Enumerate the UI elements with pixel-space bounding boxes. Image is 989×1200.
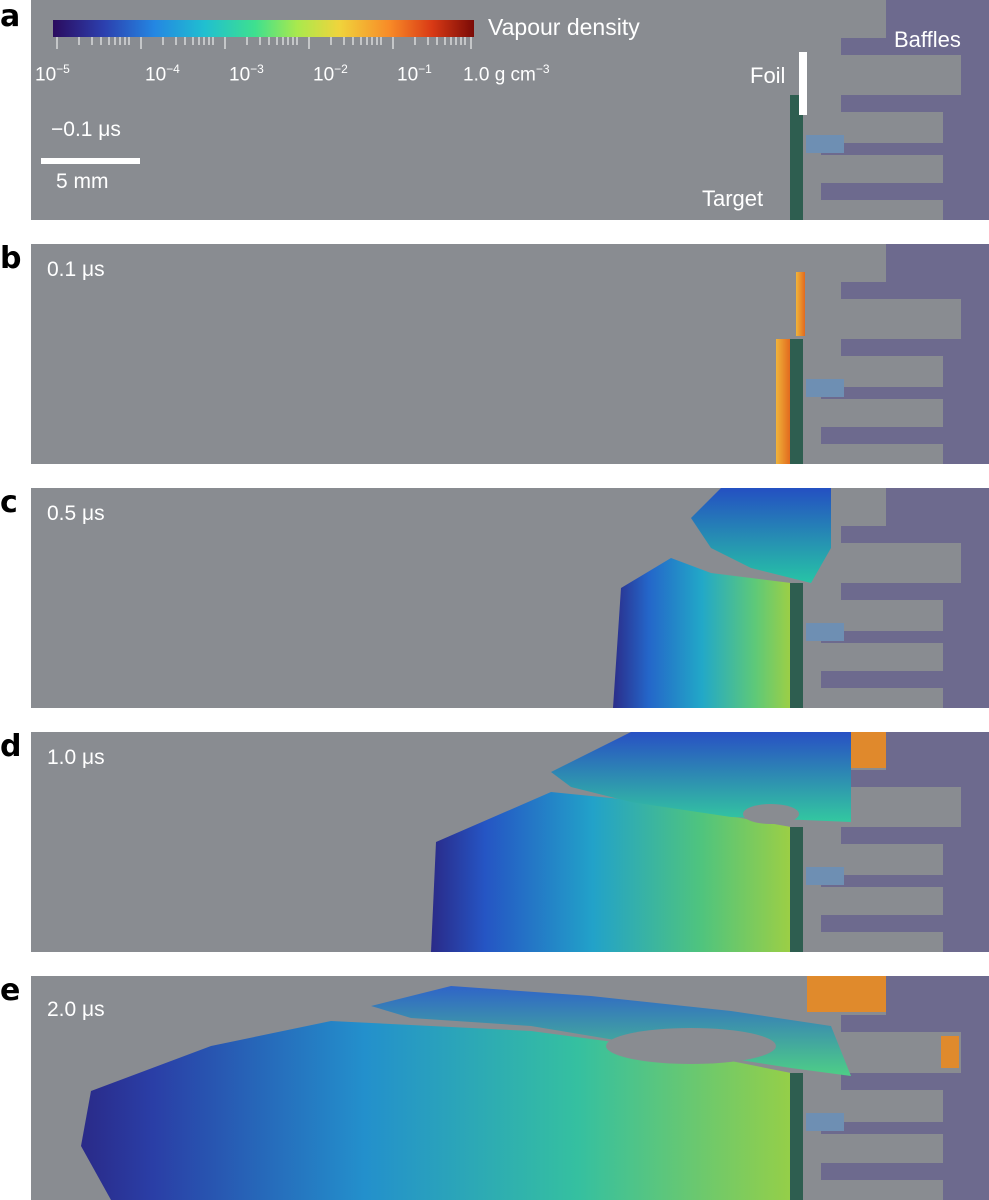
colorbar-tick-label: 10−4 bbox=[145, 62, 180, 86]
panel-letter-e: e bbox=[0, 973, 21, 1008]
window-block bbox=[806, 135, 844, 153]
colorbar-ticks bbox=[56, 37, 472, 49]
time-label-e: 2.0 μs bbox=[47, 998, 105, 1021]
target-label: Target bbox=[702, 186, 764, 211]
colorbar-tick-label: 10−5 bbox=[35, 62, 70, 86]
target-plate bbox=[790, 339, 803, 464]
window-block bbox=[806, 1113, 844, 1131]
baffles-label: Baffles bbox=[894, 27, 961, 52]
hot-channel bbox=[807, 976, 886, 1012]
colorbar-tick-label: 10−3 bbox=[229, 62, 264, 86]
baffle-structure bbox=[821, 0, 989, 220]
time-label-a: −0.1 μs bbox=[51, 118, 121, 141]
window-block bbox=[806, 379, 844, 397]
panel-d: 1.0 μs bbox=[31, 732, 989, 952]
simulation-frame-c bbox=[31, 488, 989, 708]
scale-bar bbox=[41, 158, 140, 164]
panel-b: 0.1 μs bbox=[31, 244, 989, 464]
vapour-cavity bbox=[606, 1028, 776, 1064]
colorbar-tick-label: 1.0 g cm−3 bbox=[463, 62, 550, 86]
foil-vapour bbox=[796, 272, 805, 336]
baffle-structure bbox=[821, 244, 989, 464]
colorbar-title: Vapour density bbox=[488, 14, 640, 40]
colorbar-tick-label: 10−1 bbox=[397, 62, 432, 86]
vapour-plume bbox=[613, 558, 791, 708]
panel-letter-a: a bbox=[0, 0, 21, 34]
vapour-cavity bbox=[743, 804, 799, 824]
target-plate bbox=[790, 95, 803, 220]
simulation-frame-b bbox=[31, 244, 989, 464]
vapour-layer bbox=[776, 339, 790, 464]
upper-plume bbox=[691, 488, 831, 583]
foil-marker bbox=[799, 52, 807, 115]
target-plate bbox=[790, 827, 803, 952]
panel-a: −0.1 μs bbox=[31, 0, 989, 220]
target-plate bbox=[790, 583, 803, 708]
colorbar-gradient bbox=[53, 20, 474, 37]
panel-c: 0.5 μs bbox=[31, 488, 989, 708]
vapour-plume bbox=[81, 1021, 791, 1200]
colorbar-tick-label: 10−2 bbox=[313, 62, 348, 86]
window-block bbox=[806, 623, 844, 641]
simulation-frame-d bbox=[31, 732, 989, 952]
hot-channel bbox=[851, 732, 886, 768]
window-block bbox=[806, 867, 844, 885]
simulation-frame-e bbox=[31, 976, 989, 1200]
time-label-c: 0.5 μs bbox=[47, 502, 105, 525]
upper-plume bbox=[551, 732, 851, 822]
time-label-d: 1.0 μs bbox=[47, 746, 105, 769]
baffle-structure bbox=[821, 976, 989, 1200]
panel-letter-d: d bbox=[0, 729, 22, 764]
panel-letter-b: b bbox=[0, 241, 22, 276]
baffle-structure bbox=[821, 732, 989, 952]
baffle-structure bbox=[821, 488, 989, 708]
hot-channel bbox=[941, 1036, 959, 1068]
baffle-gap bbox=[831, 546, 961, 582]
panel-e: 2.0 μs bbox=[31, 976, 989, 1200]
target-plate bbox=[790, 1073, 803, 1200]
foil-label: Foil bbox=[750, 63, 786, 88]
vapour-plume bbox=[431, 792, 791, 952]
time-label-b: 0.1 μs bbox=[47, 258, 105, 281]
scale-bar-label: 5 mm bbox=[56, 170, 109, 193]
panel-letter-c: c bbox=[0, 485, 18, 520]
